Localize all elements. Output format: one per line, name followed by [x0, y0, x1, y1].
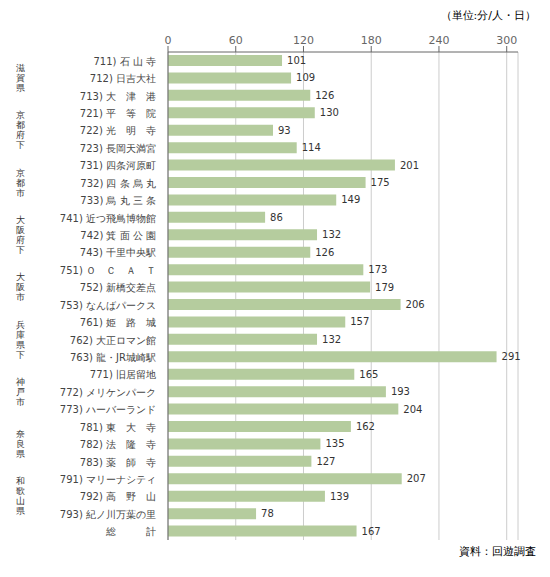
svg-text:761) 姫 路 城: 761) 姫 路 城: [80, 317, 156, 328]
svg-text:165: 165: [359, 369, 378, 380]
svg-text:742) 箕 面 公 園: 742) 箕 面 公 園: [80, 230, 156, 241]
html-text:（単位:分/人・日）: （単位:分/人・日）: [440, 9, 536, 22]
svg-text:135: 135: [325, 438, 344, 449]
svg-text:723) 長岡天満宮: 723) 長岡天満宮: [80, 143, 156, 154]
svg-text:101: 101: [287, 55, 306, 66]
svg-text:762) 大正ロマン館: 762) 大正ロマン館: [70, 335, 156, 346]
svg-text:201: 201: [400, 160, 419, 171]
svg-text:753) なんばパークス: 753) なんばパークス: [60, 300, 156, 311]
svg-text:712) 日吉大社: 712) 日吉大社: [90, 73, 156, 84]
svg-text:741) 近つ飛鳥博物館: 741) 近つ飛鳥博物館: [60, 213, 156, 224]
svg-text:神戸市: 神戸市: [16, 377, 25, 407]
svg-text:732) 四 条 烏 丸: 732) 四 条 烏 丸: [80, 178, 156, 189]
svg-text:0: 0: [165, 34, 172, 47]
svg-text:782) 法 隆 寺: 782) 法 隆 寺: [80, 439, 156, 450]
svg-text:179: 179: [375, 282, 394, 293]
svg-text:78: 78: [261, 508, 274, 519]
svg-text:126: 126: [315, 90, 334, 101]
svg-text:206: 206: [406, 299, 425, 310]
svg-text:781) 東 大 寺: 781) 東 大 寺: [80, 422, 156, 433]
svg-text:733) 烏 丸 三 条: 733) 烏 丸 三 条: [80, 195, 156, 206]
svg-text:157: 157: [350, 316, 369, 327]
svg-text:滋賀県: 滋賀県: [16, 63, 25, 93]
svg-text:和歌山県: 和歌山県: [16, 476, 25, 516]
svg-text:711) 石 山 寺: 711) 石 山 寺: [93, 56, 156, 67]
svg-text:721) 平 等 院: 721) 平 等 院: [80, 108, 156, 119]
svg-text:京都府下: 京都府下: [16, 110, 25, 150]
svg-text:167: 167: [362, 526, 381, 537]
svg-text:722) 光 明 寺: 722) 光 明 寺: [80, 125, 156, 136]
svg-text:752) 新橋交差点: 752) 新橋交差点: [80, 282, 156, 293]
svg-text:300: 300: [496, 34, 517, 47]
svg-text:大阪府下: 大阪府下: [16, 215, 25, 255]
svg-text:兵庫県下: 兵庫県下: [16, 320, 25, 360]
svg-text:162: 162: [356, 421, 375, 432]
svg-text:60: 60: [229, 34, 243, 47]
svg-text:193: 193: [391, 386, 410, 397]
svg-text:773) ハーバーランド: 773) ハーバーランド: [60, 404, 156, 415]
svg-text:93: 93: [278, 125, 291, 136]
svg-text:総 計: 総 計: [105, 526, 156, 537]
svg-text:114: 114: [302, 142, 321, 153]
svg-text:奈良県: 奈良県: [16, 429, 25, 459]
svg-text:175: 175: [371, 177, 390, 188]
svg-text:大阪市: 大阪市: [16, 272, 25, 302]
svg-text:149: 149: [341, 194, 360, 205]
svg-text:291: 291: [502, 351, 521, 362]
html-text:資料：回遊調査: 資料：回遊調査: [459, 545, 536, 558]
svg-text:86: 86: [270, 212, 283, 223]
svg-text:783) 薬 師 寺: 783) 薬 師 寺: [80, 457, 156, 468]
svg-text:743) 千里中央駅: 743) 千里中央駅: [80, 247, 156, 258]
svg-text:731) 四条河原町: 731) 四条河原町: [80, 160, 156, 171]
svg-text:180: 180: [361, 34, 382, 47]
svg-text:127: 127: [316, 456, 335, 467]
svg-text:751) Ｏ Ｃ Ａ Ｔ: 751) Ｏ Ｃ Ａ Ｔ: [60, 265, 156, 276]
svg-text:207: 207: [407, 473, 426, 484]
svg-text:130: 130: [320, 107, 339, 118]
svg-text:京都市: 京都市: [16, 168, 25, 198]
svg-text:713) 大 津 港: 713) 大 津 港: [80, 91, 156, 102]
svg-text:763) 龍・JR城崎駅: 763) 龍・JR城崎駅: [70, 352, 156, 363]
svg-text:109: 109: [296, 72, 315, 83]
svg-text:772) メリケンパーク: 772) メリケンパーク: [60, 387, 156, 398]
svg-text:771) 旧居留地: 771) 旧居留地: [90, 369, 156, 380]
svg-text:204: 204: [403, 404, 422, 415]
svg-text:126: 126: [315, 247, 334, 258]
svg-text:139: 139: [330, 491, 349, 502]
svg-text:120: 120: [293, 34, 314, 47]
svg-text:173: 173: [368, 264, 387, 275]
svg-text:132: 132: [322, 334, 341, 345]
svg-text:240: 240: [428, 34, 449, 47]
svg-text:793) 紀ノ川万葉の里: 793) 紀ノ川万葉の里: [60, 509, 156, 520]
svg-text:791) マリーナシティ: 791) マリーナシティ: [60, 474, 156, 485]
svg-text:792) 高 野 山: 792) 高 野 山: [80, 491, 156, 502]
svg-text:132: 132: [322, 229, 341, 240]
